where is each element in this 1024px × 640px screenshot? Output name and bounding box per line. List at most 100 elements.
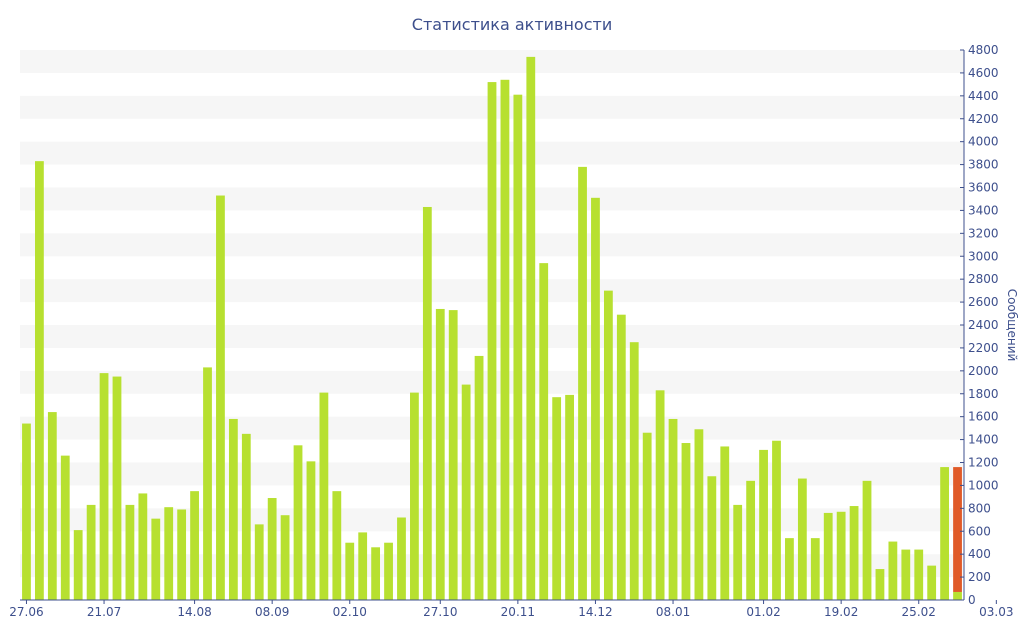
bar: [345, 542, 355, 600]
bar: [397, 517, 406, 600]
bar: [22, 423, 31, 600]
bar: [86, 504, 96, 600]
bar: [836, 511, 846, 600]
bar: [642, 432, 652, 600]
x-tick-label: 01.02: [746, 605, 780, 619]
bar: [733, 504, 743, 600]
y-tick-label: 4600: [968, 66, 999, 80]
x-tick-label: 08.01: [656, 605, 690, 619]
bar: [461, 384, 471, 600]
y-tick-label: 200: [968, 570, 991, 584]
bar: [578, 166, 587, 600]
y-tick-label: 1000: [968, 478, 999, 492]
x-tick-label: 03.03: [979, 605, 1013, 619]
y-tick-label: 600: [968, 524, 991, 538]
bar: [914, 549, 924, 600]
x-tick-label: 14.12: [578, 605, 612, 619]
bar: [603, 290, 613, 600]
y-tick-label: 1800: [968, 387, 999, 401]
bar: [927, 565, 937, 600]
y-tick-label: 2800: [968, 272, 999, 286]
y-tick-label: 2400: [968, 318, 999, 332]
bar: [254, 524, 264, 600]
y-tick-label: 1400: [968, 433, 999, 447]
bar: [901, 549, 911, 600]
bar: [681, 443, 691, 600]
bar: [694, 429, 704, 600]
bar: [759, 449, 768, 600]
bar: [772, 440, 781, 600]
y-tick-label: 1600: [968, 410, 999, 424]
bar: [526, 56, 536, 600]
chart-title: Статистика активности: [411, 15, 613, 34]
x-tick-label: 27.10: [423, 605, 457, 619]
bar: [785, 538, 794, 600]
y-tick-label: 3600: [968, 181, 999, 195]
bar: [539, 263, 549, 600]
bars-group: [22, 56, 962, 601]
bar: [190, 491, 199, 600]
bar: [99, 373, 109, 600]
bar: [60, 455, 70, 600]
bar: [358, 532, 368, 600]
bar: [720, 446, 730, 600]
bar: [810, 538, 820, 600]
y-tick-label: 2600: [968, 295, 999, 309]
bar: [707, 476, 717, 600]
y-tick-label: 4000: [968, 135, 999, 149]
bar: [35, 161, 44, 601]
bar: [422, 206, 432, 600]
bar: [151, 518, 161, 600]
bar: [448, 310, 458, 600]
x-tick-label: 21.07: [87, 605, 121, 619]
x-tick-label: 20.11: [501, 605, 535, 619]
y-tick-label: 3000: [968, 249, 999, 263]
bar: [668, 418, 678, 600]
bar-current-lower: [953, 591, 962, 600]
bar: [746, 480, 756, 600]
bar: [164, 507, 174, 600]
x-tick-label: 25.02: [902, 605, 936, 619]
y-tick-label: 1200: [968, 456, 999, 470]
bar: [371, 547, 381, 600]
bar: [849, 506, 859, 600]
bar: [319, 392, 329, 600]
bar: [280, 515, 290, 600]
y-tick-label: 2000: [968, 364, 999, 378]
bar: [823, 512, 833, 600]
bar: [629, 342, 639, 600]
y-axis-title: Сообщений: [1005, 289, 1019, 362]
bar: [513, 94, 523, 600]
bar: [47, 412, 57, 600]
x-tick-label: 02.10: [333, 605, 367, 619]
bar: [384, 542, 393, 600]
bar: [888, 541, 898, 600]
y-tick-label: 800: [968, 501, 991, 515]
bar: [487, 82, 497, 601]
x-axis: 27.06 21.07 14.08 08.09 02.10 27.10 20.11 14.12…: [9, 599, 1014, 619]
y-tick-label: 4400: [968, 89, 999, 103]
bar: [267, 498, 277, 600]
bar: [474, 355, 484, 600]
bar: [332, 491, 342, 600]
y-tick-label: 400: [968, 547, 991, 561]
bar: [138, 493, 148, 600]
bar: [112, 376, 122, 600]
bar: [125, 504, 135, 600]
bar: [552, 397, 562, 600]
bar: [565, 394, 574, 600]
y-axis: 0 200 400 600 800 1000 1200 1400 1600 1800 2000 220…: [960, 43, 999, 607]
y-tick-label: 4800: [968, 43, 999, 57]
y-tick-label: 3800: [968, 158, 999, 172]
bar: [591, 197, 600, 600]
bar: [293, 445, 303, 600]
bar: [203, 367, 212, 600]
y-tick-label: 3400: [968, 203, 999, 217]
bar: [241, 433, 251, 600]
bar: [616, 314, 626, 600]
bar-current-highlight: [953, 467, 962, 592]
bar: [306, 461, 316, 600]
x-tick-label: 14.08: [177, 605, 211, 619]
